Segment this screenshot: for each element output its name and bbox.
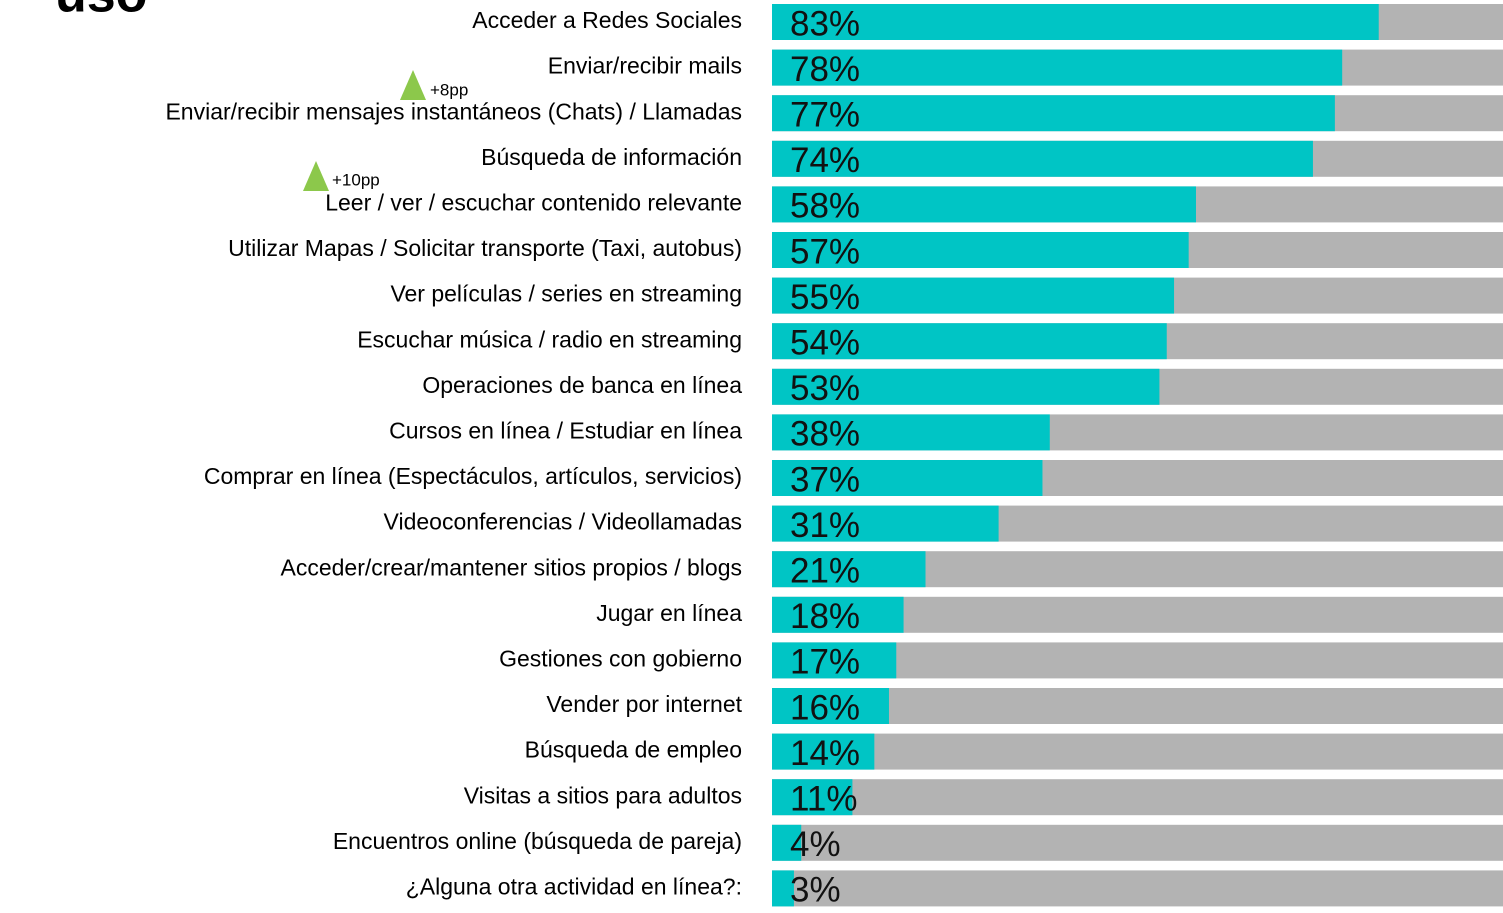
value-label: 78% <box>790 50 860 89</box>
bar <box>772 232 1189 268</box>
bar <box>772 186 1196 223</box>
category-label: Ver películas / series en streaming <box>390 281 742 307</box>
category-label: Visitas a sitios para adultos <box>464 782 742 808</box>
value-label: 57% <box>790 232 860 271</box>
bar <box>772 824 802 861</box>
bar <box>772 642 897 679</box>
value-label: 18% <box>790 597 860 636</box>
bar <box>772 323 1167 360</box>
bar <box>772 460 1043 496</box>
category-label: Enviar/recibir mensajes instantáneos (Ch… <box>165 98 742 124</box>
category-label: Vender por internet <box>546 691 742 717</box>
bar <box>772 368 1160 405</box>
value-label: 55% <box>790 278 860 317</box>
value-label: 37% <box>790 460 860 499</box>
bar <box>772 140 1313 177</box>
bar-track <box>772 870 1503 907</box>
bar <box>772 95 1335 132</box>
bar <box>772 277 1175 314</box>
bar-track <box>772 779 1503 816</box>
bar <box>772 596 904 633</box>
bar <box>772 779 853 816</box>
category-label: Operaciones de banca en línea <box>422 372 742 398</box>
value-label: 11% <box>790 779 857 818</box>
category-label: Escuchar música / radio en streaming <box>357 326 742 352</box>
bar <box>772 870 794 907</box>
category-label: Acceder a Redes Sociales <box>472 7 742 33</box>
category-label: Gestiones con gobierno <box>499 645 742 671</box>
value-label: 74% <box>790 141 860 180</box>
up-arrow <box>303 161 329 191</box>
value-label: 4% <box>790 825 841 864</box>
bar-track <box>772 688 1503 724</box>
bar-track <box>772 824 1503 861</box>
bar <box>772 4 1379 40</box>
category-label: ¿Alguna otra actividad en línea?: <box>406 873 742 899</box>
category-label: Jugar en línea <box>596 600 742 626</box>
value-label: 54% <box>790 323 860 362</box>
value-label: 16% <box>790 688 860 727</box>
bar <box>772 414 1050 451</box>
category-label: Búsqueda de empleo <box>525 737 742 763</box>
value-label: 38% <box>790 415 860 454</box>
bar <box>772 688 889 724</box>
bar <box>772 49 1343 86</box>
category-label: Búsqueda de información <box>481 144 742 170</box>
category-label: Acceder/crear/mantener sitios propios / … <box>281 554 743 580</box>
chart-title: uso <box>55 0 147 24</box>
value-label: 21% <box>790 551 860 590</box>
annotation: +8pp <box>430 80 468 99</box>
value-label: 17% <box>790 643 860 682</box>
category-label: Comprar en línea (Espectáculos, artículo… <box>204 463 742 489</box>
value-label: 77% <box>790 95 860 134</box>
category-label: Cursos en línea / Estudiar en línea <box>389 417 742 443</box>
category-label: Utilizar Mapas / Solicitar transporte (T… <box>228 235 742 261</box>
bar-track <box>772 733 1503 770</box>
value-label: 31% <box>790 506 860 545</box>
category-label: Videoconferencias / Videollamadas <box>384 509 742 535</box>
up-arrow <box>400 70 426 100</box>
value-label: 53% <box>790 369 860 408</box>
category-label: Enviar/recibir mails <box>548 53 742 79</box>
value-label: 83% <box>790 4 860 43</box>
bar <box>772 551 926 588</box>
value-label: 3% <box>790 871 841 908</box>
value-label: 58% <box>790 187 860 226</box>
bar <box>772 733 875 770</box>
category-label: Encuentros online (búsqueda de pareja) <box>333 828 742 854</box>
bar <box>772 505 999 542</box>
category-label: Leer / ver / escuchar contenido relevant… <box>325 189 742 215</box>
value-label: 14% <box>790 734 860 773</box>
annotation: +10pp <box>332 170 380 189</box>
